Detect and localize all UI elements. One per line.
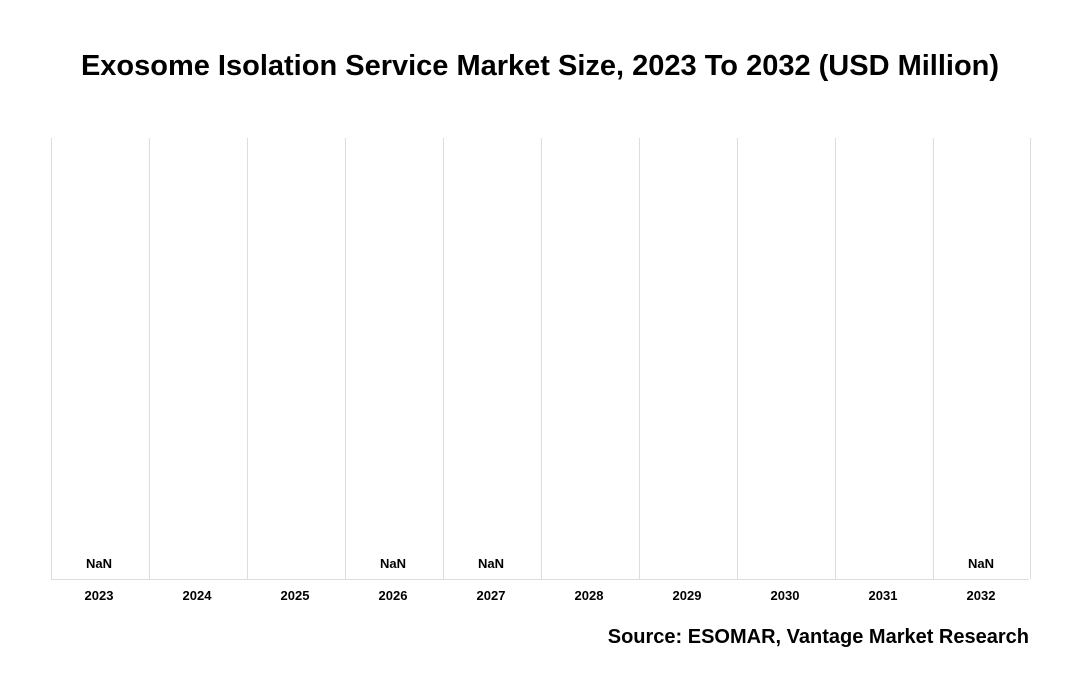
chart-plot-area [51,138,1029,580]
chart-gridline [345,138,346,579]
chart-title: Exosome Isolation Service Market Size, 2… [0,50,1080,83]
chart-x-tick: 2023 [85,588,114,603]
chart-x-tick: 2025 [281,588,310,603]
chart-gridline [149,138,150,579]
chart-data-label: NaN [968,556,994,571]
chart-x-tick: 2027 [477,588,506,603]
chart-gridline [247,138,248,579]
chart-x-tick: 2032 [967,588,996,603]
chart-gridline [443,138,444,579]
chart-gridline [933,138,934,579]
chart-x-tick: 2026 [379,588,408,603]
chart-gridline [737,138,738,579]
chart-data-label: NaN [380,556,406,571]
chart-source-citation: Source: ESOMAR, Vantage Market Research [608,626,1029,649]
chart-x-tick: 2024 [183,588,212,603]
chart-x-tick: 2029 [673,588,702,603]
chart-data-label: NaN [86,556,112,571]
chart-gridline [541,138,542,579]
chart-data-label: NaN [478,556,504,571]
chart-x-tick: 2028 [575,588,604,603]
chart-gridline [835,138,836,579]
chart-x-tick: 2030 [771,588,800,603]
chart-x-tick: 2031 [869,588,898,603]
chart-gridline [1030,138,1031,579]
chart-gridline [639,138,640,579]
